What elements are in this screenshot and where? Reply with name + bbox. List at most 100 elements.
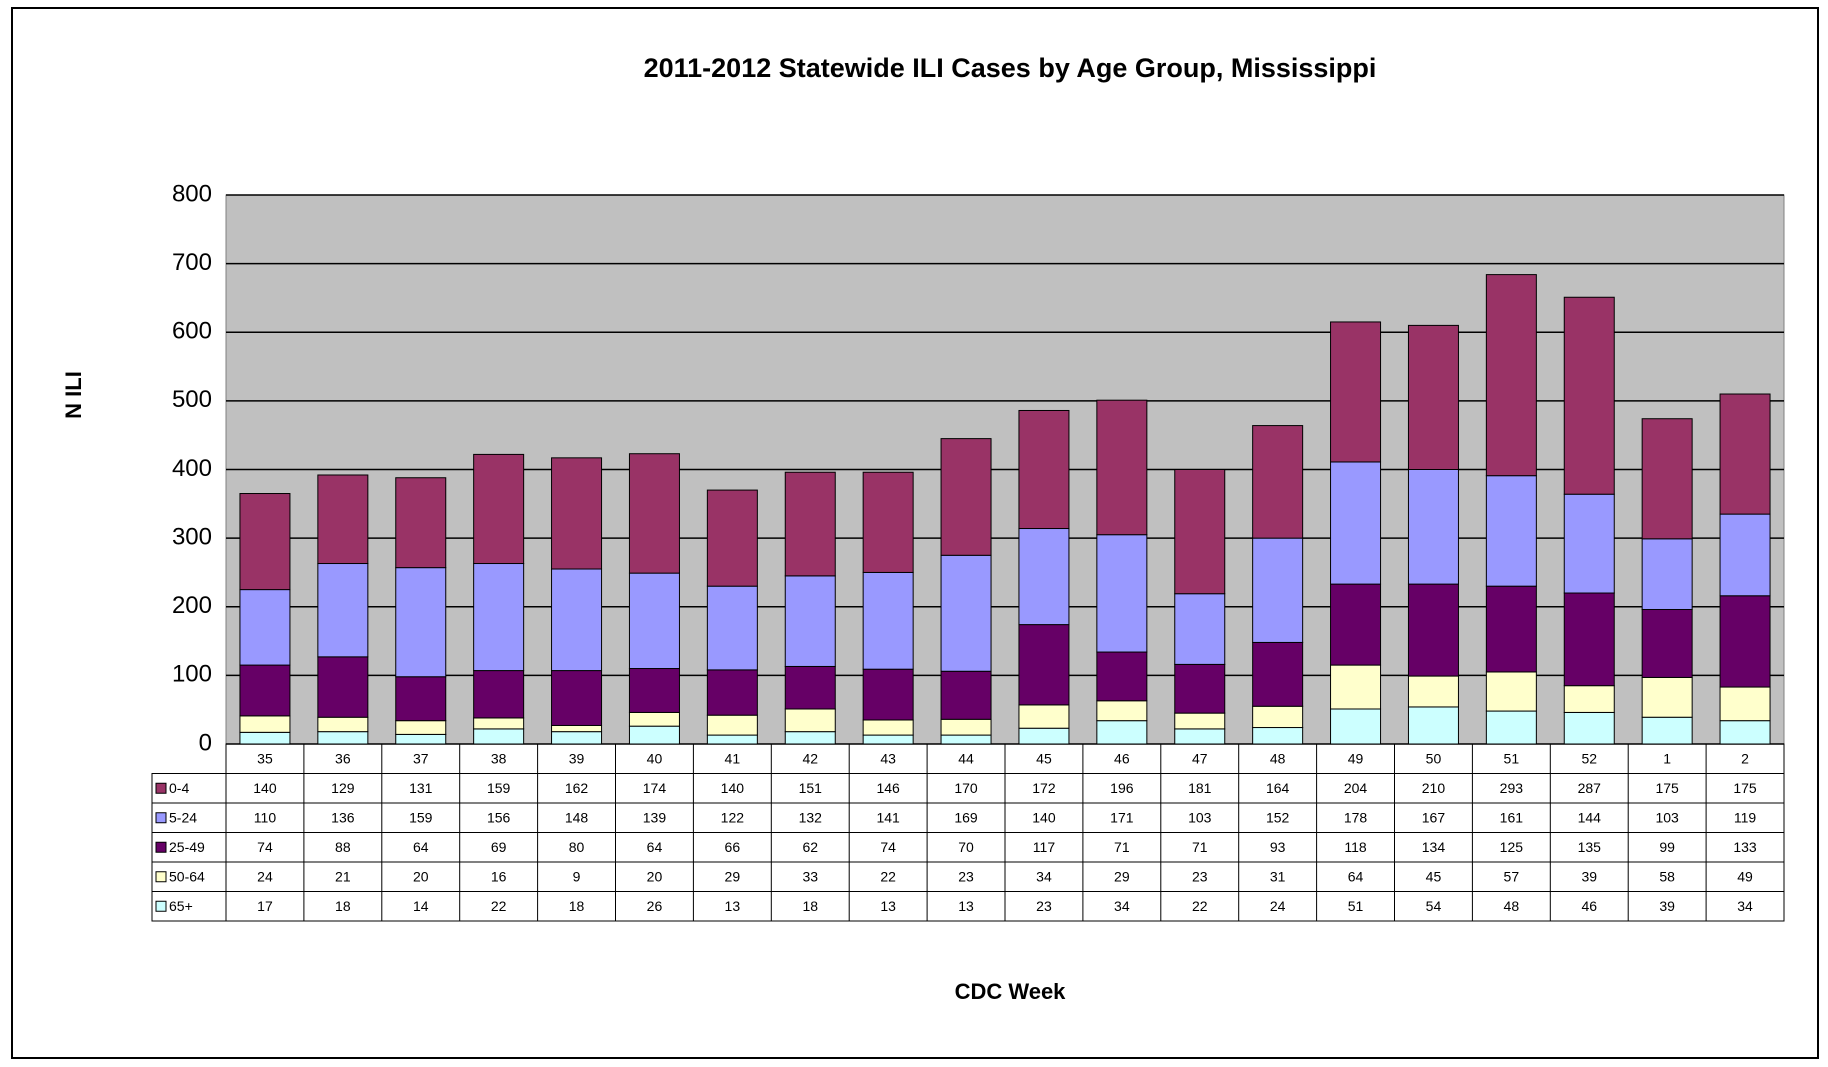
table-value: 39 [1581,868,1597,884]
table-value: 14 [413,898,429,914]
table-value: 156 [487,809,511,825]
table-value: 22 [491,898,507,914]
bar-segment [473,670,525,719]
bar-segment [1563,711,1615,745]
table-value: 139 [643,809,667,825]
x-tick-label: 48 [1270,750,1286,766]
bar-segment [1174,469,1226,595]
bar-segment [473,453,525,565]
bar-segment [1330,708,1382,745]
y-tick-label: 200 [172,592,212,619]
x-tick-label: 43 [880,750,896,766]
table-value: 93 [1270,839,1286,855]
y-tick-label: 500 [172,386,212,413]
bar-segment [784,471,836,577]
bar-segment [940,670,992,720]
legend-label: 25-49 [169,839,205,855]
table-value: 23 [958,868,974,884]
bar-segment [1719,393,1771,515]
y-tick-label: 700 [172,249,212,276]
bar-segment [1641,676,1693,718]
table-value: 31 [1270,868,1286,884]
bar-segment [1252,705,1304,729]
legend-swatch [155,782,167,794]
bar-segment [1407,706,1459,745]
bar-segment [1096,399,1148,536]
table-value: 48 [1504,898,1520,914]
bar-segment [395,676,447,722]
table-value: 133 [1733,839,1757,855]
bar-segment [395,720,447,735]
bar-segment [1096,534,1148,653]
bar-segment [1018,624,1070,706]
x-tick-label: 42 [802,750,818,766]
table-value: 66 [725,839,741,855]
table-value: 64 [413,839,429,855]
bar-segment [1485,671,1537,712]
bar-segment [1174,663,1226,714]
table-value: 70 [958,839,974,855]
bar-segment [1096,700,1148,722]
bar-segment [862,719,914,736]
table-value: 146 [876,780,900,796]
bar-segment [862,734,914,745]
bar-segment [1719,720,1771,745]
bar-segment [317,656,369,718]
x-tick-label: 37 [413,750,429,766]
bar-segment [551,670,603,726]
bar-segment [1018,528,1070,626]
x-tick-label: 38 [491,750,507,766]
bar-segment [1018,727,1070,745]
table-value: 54 [1426,898,1442,914]
table-value: 74 [880,839,896,855]
table-value: 174 [643,780,667,796]
table-value: 196 [1110,780,1134,796]
table-value: 69 [491,839,507,855]
bar-segment [473,563,525,672]
legend-label: 65+ [169,898,193,914]
table-value: 140 [253,780,277,796]
table-value: 287 [1578,780,1602,796]
bar-segment [1018,704,1070,729]
table-value: 22 [1192,898,1208,914]
table-value: 13 [880,898,896,914]
bar-segment [239,493,291,591]
bar-segment [551,724,603,733]
x-tick-label: 39 [569,750,585,766]
table-value: 46 [1581,898,1597,914]
bar-segment [1485,274,1537,477]
table-value: 110 [254,809,277,825]
table-value: 26 [647,898,663,914]
bar-segment [1563,296,1615,495]
bar-segment [395,733,447,745]
x-tick-label: 36 [335,750,351,766]
bar-segment [317,716,369,733]
bar-segment [1641,716,1693,745]
bar-segment [1096,651,1148,702]
table-value: 162 [565,780,589,796]
table-value: 71 [1114,839,1130,855]
legend-swatch [155,841,167,853]
x-tick-label: 44 [958,750,974,766]
table-value: 151 [799,780,823,796]
x-tick-label: 50 [1426,750,1442,766]
bar-segment [940,734,992,745]
table-value: 24 [1270,898,1286,914]
bar-segment [395,567,447,678]
table-value: 62 [802,839,818,855]
table-value: 148 [565,809,589,825]
table-value: 161 [1500,809,1524,825]
bar-segment [317,563,369,658]
table-value: 99 [1659,839,1675,855]
bar-segment [1641,538,1693,610]
x-tick-label: 46 [1114,750,1130,766]
legend-label: 5-24 [169,809,197,825]
table-value: 175 [1655,780,1679,796]
table-value: 71 [1192,839,1208,855]
table-value: 103 [1188,809,1212,825]
table-value: 29 [725,868,741,884]
x-tick-label: 2 [1741,750,1749,766]
bar-segment [1485,585,1537,673]
bar-segment [628,725,680,745]
table-value: 45 [1426,868,1442,884]
